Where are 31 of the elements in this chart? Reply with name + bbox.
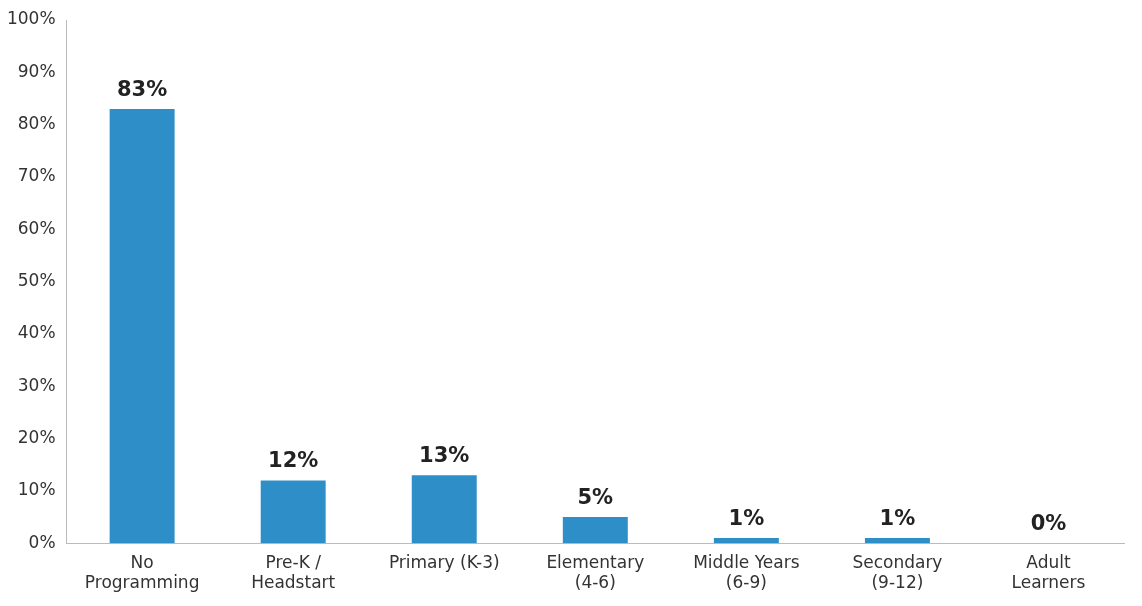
y-tick-label: 0%	[28, 531, 56, 552]
bar	[562, 517, 628, 544]
data-label: 13%	[419, 443, 470, 468]
x-tick-label: No Programming	[84, 551, 200, 593]
x-tick-label: Elementary (4-6)	[546, 551, 645, 593]
data-label: 1%	[728, 505, 765, 530]
bar	[864, 537, 930, 544]
x-tick-label: Pre-K / Headstart	[251, 551, 336, 593]
x-tick-label: Middle Years (6-9)	[693, 551, 800, 593]
x-tick-label: Primary (K-3)	[388, 551, 500, 572]
bar	[260, 480, 326, 544]
y-tick-label: 100%	[6, 8, 56, 29]
bar	[411, 475, 477, 544]
y-tick-label: 70%	[17, 165, 56, 186]
data-label: 1%	[879, 505, 916, 530]
y-tick-label: 60%	[17, 217, 56, 238]
data-label: 0%	[1030, 511, 1067, 536]
x-tick-label: Secondary (9-12)	[852, 551, 943, 593]
data-label: 83%	[117, 76, 168, 101]
y-tick-label: 20%	[17, 426, 56, 447]
y-tick-label: 30%	[17, 374, 56, 395]
data-label: 5%	[577, 484, 614, 509]
bar	[713, 537, 779, 544]
y-tick-label: 10%	[17, 479, 56, 500]
y-tick-label: 40%	[17, 322, 56, 343]
x-tick-label: Adult Learners	[1011, 551, 1086, 593]
y-tick-label: 90%	[17, 60, 56, 81]
y-tick-label: 50%	[17, 270, 56, 291]
y-tick-label: 80%	[17, 113, 56, 134]
bar	[109, 108, 175, 544]
data-label: 12%	[268, 448, 319, 473]
